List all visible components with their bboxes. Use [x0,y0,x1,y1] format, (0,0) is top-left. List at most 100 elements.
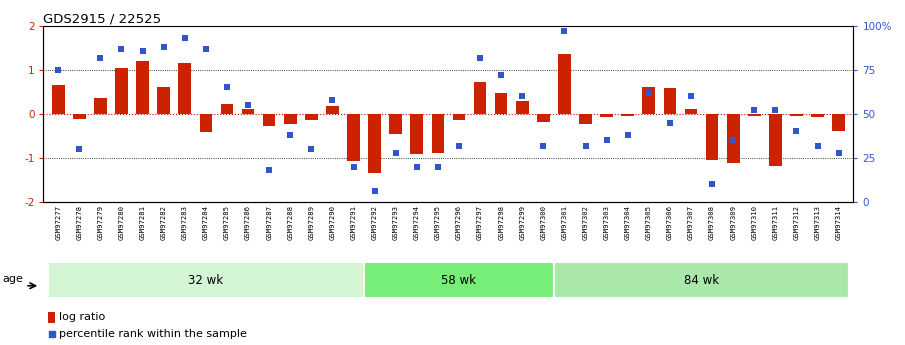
Point [304,146,319,152]
Bar [178,63,191,114]
Point [684,93,699,99]
Text: percentile rank within the sample: percentile rank within the sample [60,329,247,339]
Bar [52,85,64,114]
Point [262,167,276,173]
Text: GSM97313: GSM97313 [814,205,821,240]
Point [241,102,255,108]
Text: GSM97292: GSM97292 [372,205,377,240]
Text: GSM97308: GSM97308 [710,205,715,240]
Bar [811,114,824,117]
Text: GSM97294: GSM97294 [414,205,420,240]
Bar [242,109,254,114]
Bar [600,114,613,117]
Text: GSM97303: GSM97303 [604,205,610,240]
Text: GSM97312: GSM97312 [794,205,799,240]
Bar [537,114,549,122]
Point [832,150,846,155]
Point [136,48,150,53]
Bar [452,114,465,120]
Point [810,143,824,148]
Bar [790,114,803,116]
Point [72,146,87,152]
Text: GSM97307: GSM97307 [688,205,694,240]
Text: GSM97306: GSM97306 [667,205,673,240]
Text: GSM97287: GSM97287 [266,205,272,240]
Text: GSM97283: GSM97283 [182,205,187,240]
Text: GSM97298: GSM97298 [498,205,504,240]
Bar [326,106,338,114]
Text: GSM97304: GSM97304 [624,205,631,240]
Bar [473,82,486,114]
Bar [137,61,149,114]
Text: GSM97281: GSM97281 [139,205,146,240]
Bar [432,114,444,152]
Text: 32 wk: 32 wk [188,274,224,287]
Bar [579,114,592,124]
Text: GSM97289: GSM97289 [309,205,314,240]
Bar [706,114,719,160]
Point [198,46,213,51]
Bar [558,55,571,114]
Point [494,72,509,78]
Bar [48,312,55,323]
Text: GSM97310: GSM97310 [751,205,757,240]
Point [367,188,382,194]
Point [621,132,635,138]
Bar [495,93,508,114]
Point [220,85,234,90]
Point [452,143,466,148]
Bar [663,88,676,114]
Bar [262,114,275,126]
Text: GSM97284: GSM97284 [203,205,209,240]
Text: GSM97282: GSM97282 [161,205,167,240]
Point [789,129,804,134]
Text: GSM97314: GSM97314 [835,205,842,240]
Text: GSM97293: GSM97293 [393,205,399,240]
Bar [73,114,86,119]
Point [726,138,740,143]
Bar [94,98,107,114]
Point [662,120,677,126]
Bar [833,114,845,130]
Point [410,164,424,169]
Point [578,143,593,148]
Bar [622,114,634,116]
Text: GSM97278: GSM97278 [76,205,82,240]
Point [747,108,761,113]
Text: GSM97290: GSM97290 [329,205,336,240]
Bar [348,114,360,161]
Point [536,143,550,148]
Bar [748,114,760,116]
Text: log ratio: log ratio [60,313,106,322]
Point [642,90,656,96]
Bar [48,262,364,298]
Text: 58 wk: 58 wk [442,274,476,287]
Point [388,150,403,155]
Bar [685,109,698,114]
Point [177,36,192,41]
Bar [727,114,739,163]
Point [768,108,783,113]
Bar [368,114,381,173]
Point [325,97,339,102]
Bar [157,87,170,114]
Text: GSM97297: GSM97297 [477,205,483,240]
Bar [284,114,297,124]
Text: GSM97296: GSM97296 [456,205,462,240]
Text: 84 wk: 84 wk [684,274,719,287]
Text: GSM97311: GSM97311 [772,205,778,240]
Bar [115,68,128,114]
Text: GSM97288: GSM97288 [287,205,293,240]
Point [515,93,529,99]
Text: GSM97295: GSM97295 [435,205,441,240]
Text: GSM97279: GSM97279 [98,205,103,240]
Point [557,28,572,34]
Point [472,55,487,60]
Point [705,181,719,187]
Text: age: age [3,274,24,284]
Bar [221,104,233,114]
Bar [411,114,424,154]
Text: GSM97277: GSM97277 [55,205,62,240]
Bar [554,262,849,298]
Text: GSM97286: GSM97286 [245,205,251,240]
